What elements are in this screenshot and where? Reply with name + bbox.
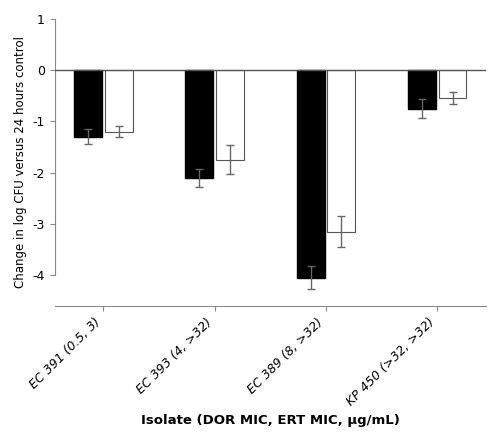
Bar	[74, 70, 102, 137]
Bar	[297, 70, 324, 278]
Bar	[438, 70, 466, 98]
Bar	[216, 70, 244, 160]
Bar	[186, 70, 214, 178]
X-axis label: Isolate (DOR MIC, ERT MIC, μg/mL): Isolate (DOR MIC, ERT MIC, μg/mL)	[141, 414, 400, 427]
Bar	[328, 70, 355, 232]
Bar	[408, 70, 436, 108]
Bar	[105, 70, 132, 131]
Y-axis label: Change in log CFU versus 24 hours control: Change in log CFU versus 24 hours contro…	[14, 36, 27, 288]
